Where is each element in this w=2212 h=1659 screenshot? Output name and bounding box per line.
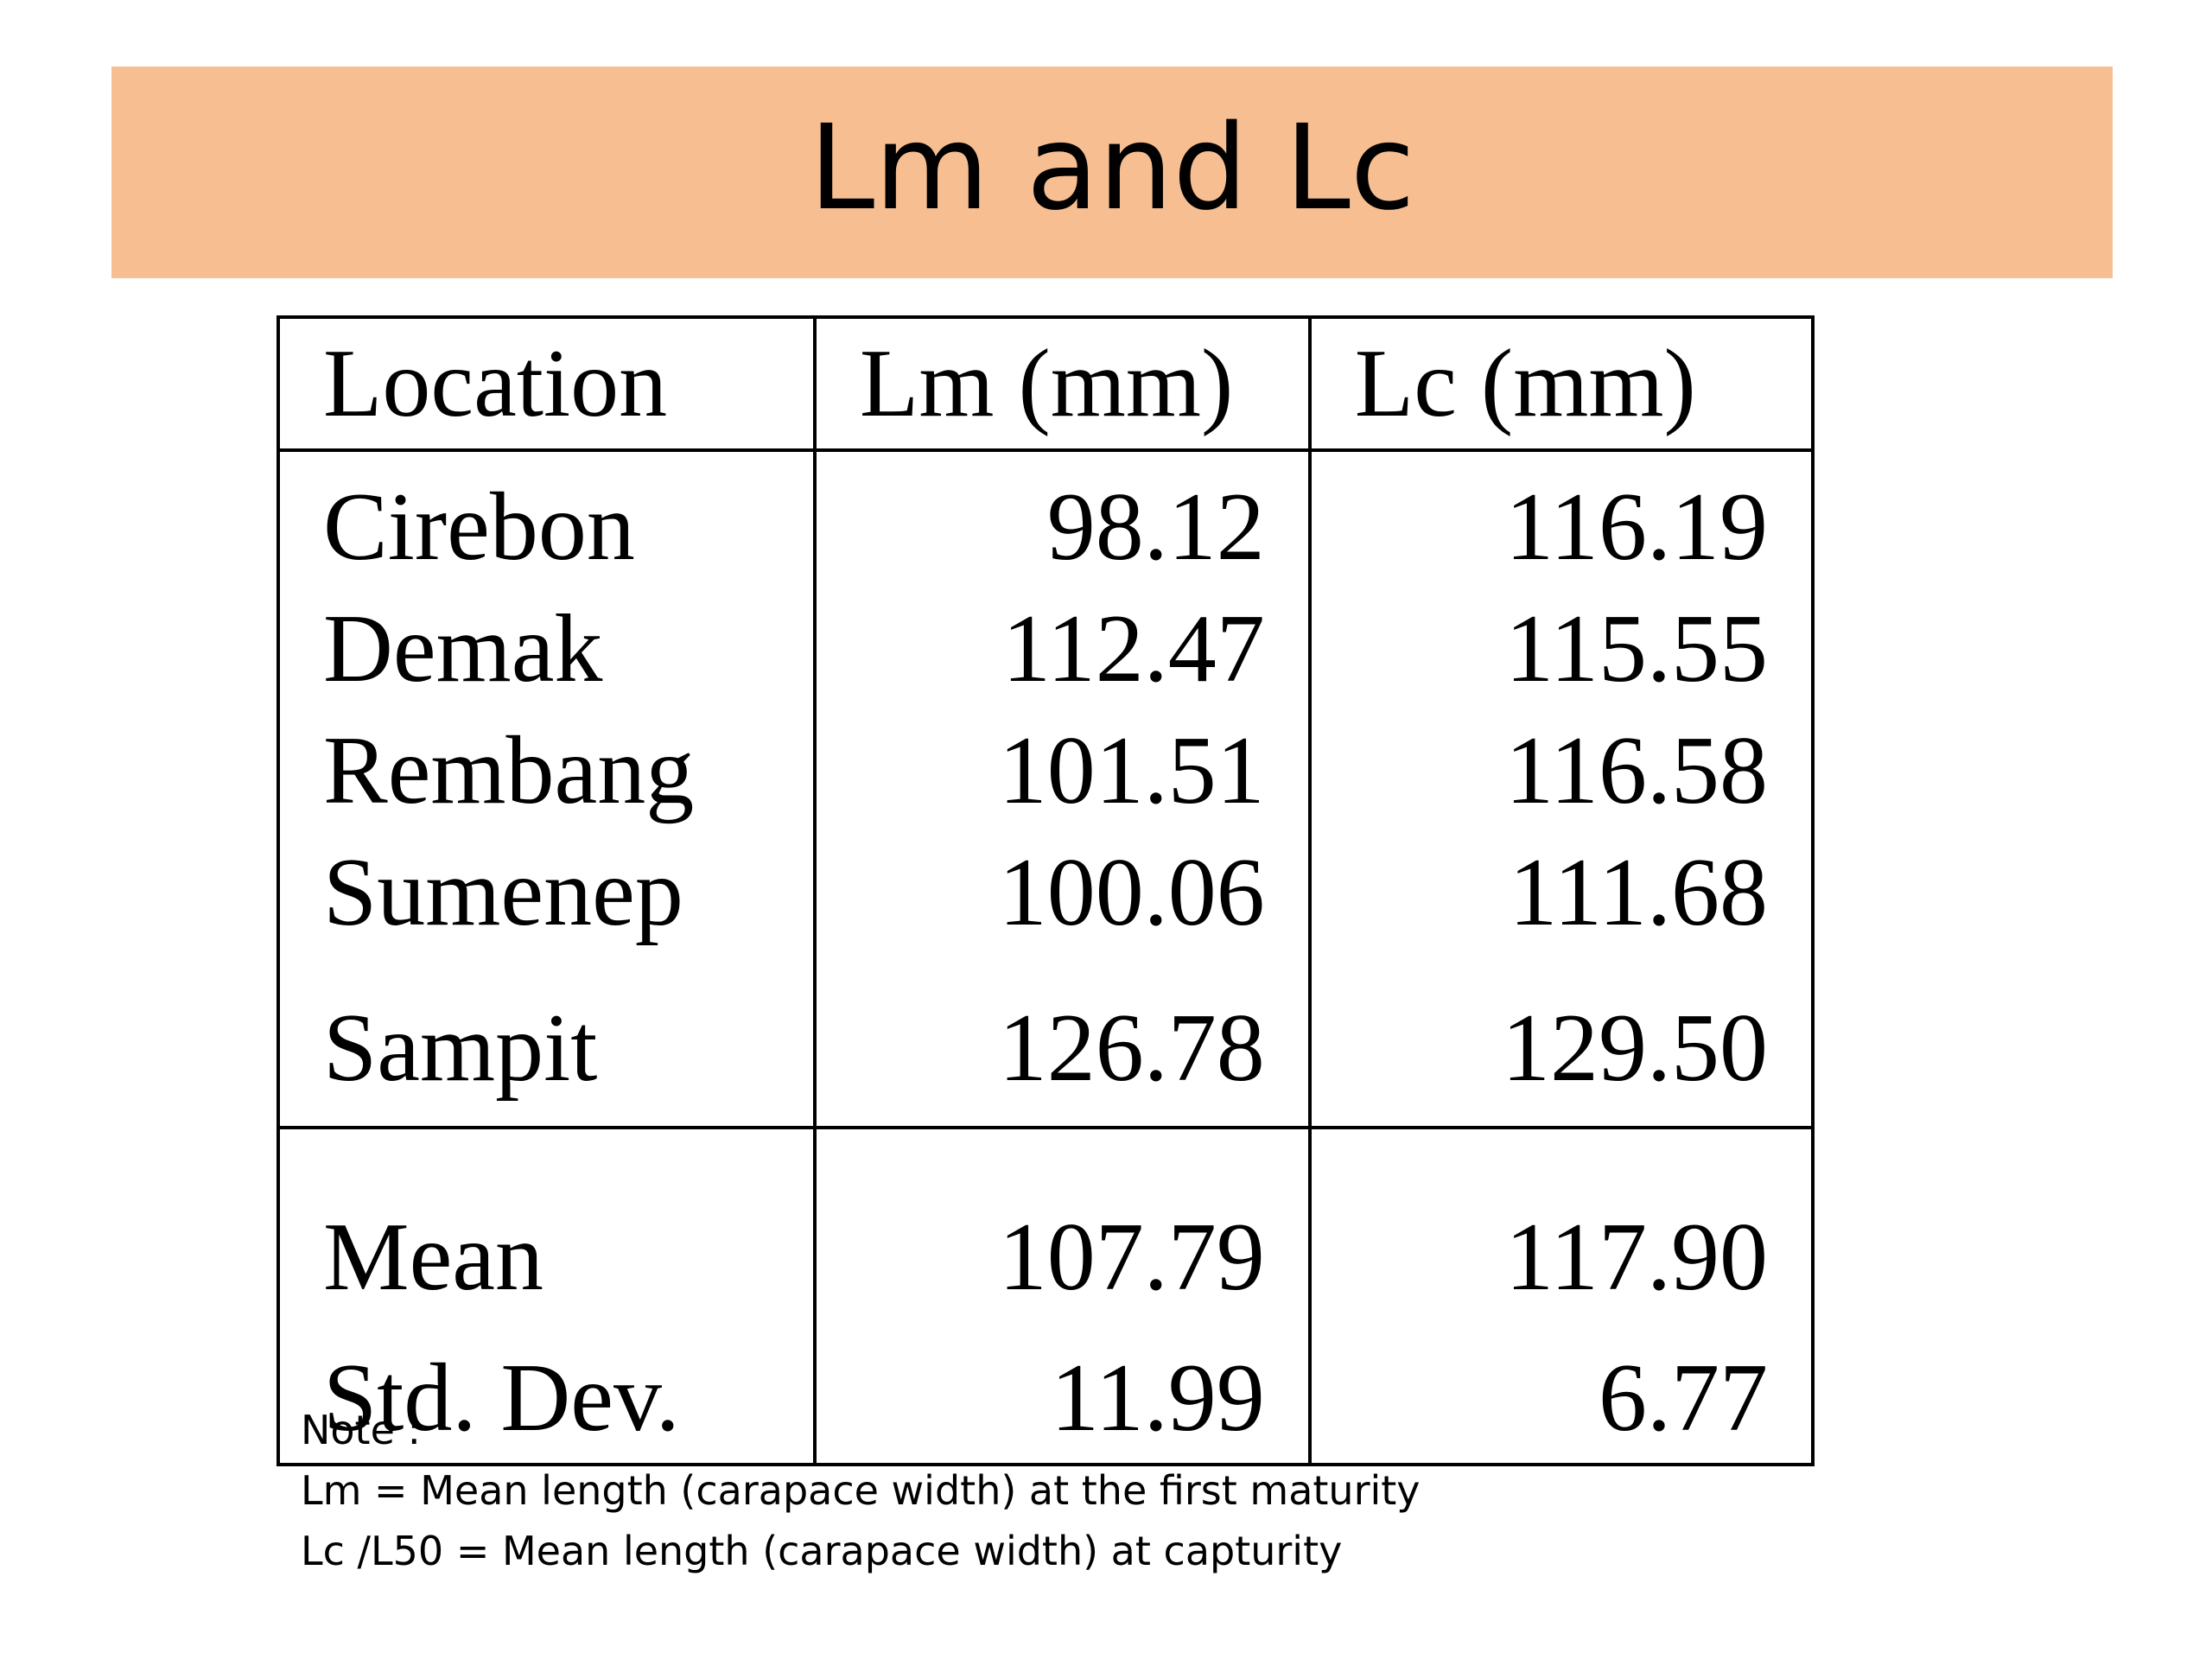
table-row: Cirebon 98.12 116.19: [276, 450, 1815, 588]
footnote: Note : Lm = Mean length (carapace width)…: [301, 1400, 1421, 1581]
location-cell: Rembang: [276, 709, 817, 831]
table-row: Sampit 126.78 129.50: [276, 953, 1815, 1129]
lm-cell: 100.06: [812, 831, 1312, 953]
lm-cell: 107.79: [812, 1128, 1312, 1342]
column-header-location: Location: [276, 317, 817, 452]
lc-cell: 129.50: [1307, 953, 1815, 1129]
column-header-lm: Lm (mm): [812, 317, 1312, 452]
lc-cell: 116.19: [1307, 450, 1815, 588]
lc-cell: 6.77: [1307, 1342, 1815, 1465]
lc-cell: 117.90: [1307, 1128, 1815, 1342]
table-row: Rembang 101.51 116.58: [276, 709, 1815, 831]
title-band: Lm and Lc: [111, 67, 2113, 278]
lm-cell: 101.51: [812, 709, 1312, 831]
table-row: Sumenep 100.06 111.68: [276, 831, 1815, 953]
location-cell: Demak: [276, 588, 817, 709]
table-row: Demak 112.47 115.55: [276, 588, 1815, 709]
lm-cell: 112.47: [812, 588, 1312, 709]
lc-cell: 111.68: [1307, 831, 1815, 953]
note-heading: Note :: [301, 1407, 422, 1453]
column-header-lc: Lc (mm): [1307, 317, 1815, 452]
location-cell: Sumenep: [276, 831, 817, 953]
summary-label: Mean: [276, 1128, 817, 1342]
lc-cell: 115.55: [1307, 588, 1815, 709]
data-table: Location Lm (mm) Lc (mm) Cirebon 98.12 1…: [276, 315, 1815, 1466]
note-line: Lc /L50 = Mean length (carapace width) a…: [301, 1528, 1343, 1574]
summary-row-mean: Mean 107.79 117.90: [276, 1128, 1815, 1342]
location-cell: Sampit: [276, 953, 817, 1129]
lm-cell: 98.12: [812, 450, 1312, 588]
summary-label: Std. Dev.: [276, 1342, 817, 1465]
lm-cell: 126.78: [812, 953, 1312, 1129]
note-line: Lm = Mean length (carapace width) at the…: [301, 1467, 1421, 1514]
table-header-row: Location Lm (mm) Lc (mm): [276, 317, 1815, 452]
summary-row-std-dev: Std. Dev. 11.99 6.77: [276, 1342, 1815, 1465]
slide-title: Lm and Lc: [809, 99, 1415, 237]
lm-cell: 11.99: [812, 1342, 1312, 1465]
lc-cell: 116.58: [1307, 709, 1815, 831]
location-cell: Cirebon: [276, 450, 817, 588]
